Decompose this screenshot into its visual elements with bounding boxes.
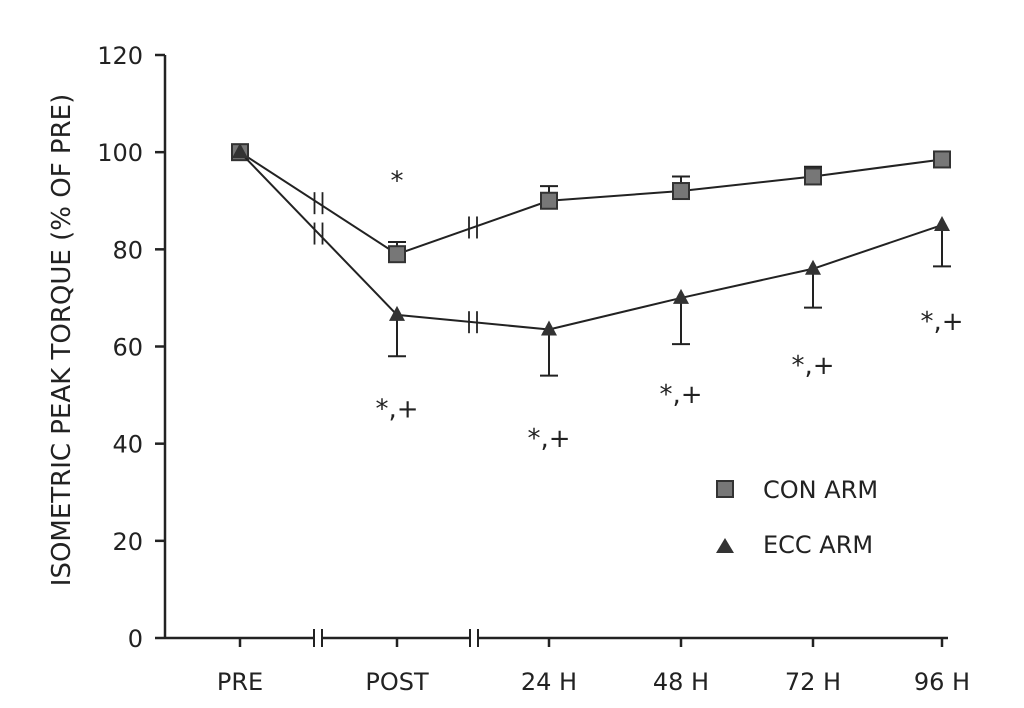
data-point-ecc	[389, 305, 405, 321]
data-point-ecc	[805, 259, 821, 275]
series-line-ecc	[548, 296, 682, 331]
series-line-con	[680, 175, 814, 193]
x-tick-label: POST	[365, 668, 429, 696]
significance-annotation: *,+	[791, 351, 834, 381]
x-tick-label: 48 H	[653, 668, 709, 696]
y-tick-label: 80	[112, 236, 143, 264]
y-tick-label: 0	[128, 625, 143, 653]
series-line-ecc	[680, 267, 814, 299]
y-tick-label: 60	[112, 334, 143, 362]
data-point-ecc	[673, 288, 689, 304]
significance-annotation: *,+	[920, 307, 963, 337]
x-tick-label: 24 H	[521, 668, 577, 696]
series-line-ecc	[812, 224, 943, 270]
series-line-con	[812, 158, 943, 178]
data-point-ecc	[934, 216, 950, 232]
significance-annotation: *,+	[375, 395, 418, 425]
data-point-con	[804, 167, 822, 186]
significance-annotation: *,+	[527, 424, 570, 454]
axes: 0 20 40 60 80 100 120 PRE POST 24 H 48 H 72 H 96 H	[97, 42, 970, 696]
y-tick-label: 120	[97, 42, 143, 70]
data-point-ecc	[541, 320, 557, 336]
significance-annotation: *	[391, 166, 404, 196]
series-line-con	[396, 199, 550, 256]
data-point-con	[388, 245, 406, 264]
significance-annotation: *,+	[659, 380, 702, 410]
series-layer	[231, 143, 951, 377]
series-line-ecc	[396, 313, 550, 331]
series-line-con	[548, 190, 682, 202]
annotations: * *,+ *,+ *,+ *,+ *,+	[375, 166, 963, 453]
series-line-ecc	[239, 151, 398, 316]
legend: CON ARM ECC ARM	[716, 476, 878, 559]
y-tick-label: 100	[97, 139, 143, 167]
x-tick-label: PRE	[217, 668, 263, 696]
y-axis-title: ISOMETRIC PEAK TORQUE (% OF PRE)	[47, 94, 77, 586]
data-point-ecc	[232, 143, 248, 159]
data-point-con	[672, 182, 690, 201]
data-point-con	[933, 150, 951, 169]
x-tick-label: 96 H	[914, 668, 970, 696]
series-line-con	[239, 151, 398, 256]
legend-marker-ecc	[716, 538, 734, 553]
y-tick-label: 20	[112, 528, 143, 556]
y-tick-label: 40	[112, 431, 143, 459]
legend-label-ecc: ECC ARM	[763, 531, 873, 559]
legend-marker-con	[716, 480, 734, 498]
x-tick-label: 72 H	[785, 668, 841, 696]
data-point-con	[540, 191, 558, 210]
legend-label-con: CON ARM	[763, 476, 878, 504]
